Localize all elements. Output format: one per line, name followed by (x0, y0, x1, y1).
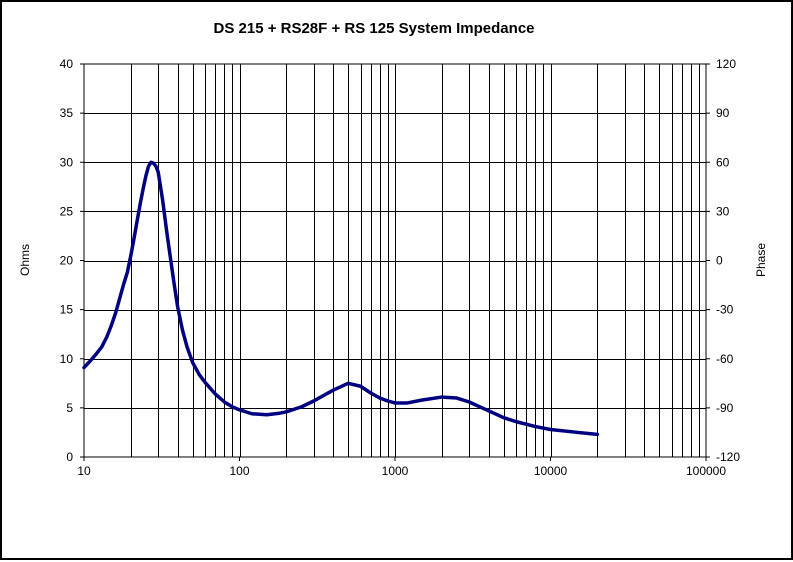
y-axis-left: 0 5 10 15 20 25 30 35 40 (60, 57, 84, 464)
y2-tick-label: -120 (716, 450, 740, 464)
y-tick-label: 5 (66, 401, 73, 415)
grid (84, 64, 706, 457)
series-layer (82, 160, 600, 437)
y-axis-title: Ohms (18, 244, 32, 276)
impedance-series-line (82, 160, 600, 437)
y-tick-label: 35 (60, 106, 74, 120)
y2-tick-label: 90 (716, 106, 730, 120)
y2-tick-label: -60 (716, 352, 734, 366)
x-tick-label: 10000 (534, 464, 568, 478)
y2-tick-label: -90 (716, 401, 734, 415)
y2-tick-label: -30 (716, 303, 734, 317)
x-axis: 10 100 1000 10000 100000 (77, 457, 726, 478)
y2-axis-title: Phase (754, 243, 768, 277)
chart-title: DS 215 + RS28F + RS 125 System Impedance (214, 20, 535, 37)
y2-tick-label: 120 (716, 57, 736, 71)
y-tick-label: 0 (66, 450, 73, 464)
x-tick-label: 1000 (382, 464, 409, 478)
x-tick-label: 100000 (686, 464, 726, 478)
y-tick-label: 20 (60, 254, 74, 268)
y-axis-right: -120 -90 -60 -30 0 30 60 90 120 (706, 57, 740, 464)
y-tick-label: 10 (60, 352, 74, 366)
y-tick-label: 40 (60, 57, 74, 71)
y-tick-label: 25 (60, 204, 74, 218)
y-tick-label: 30 (60, 155, 74, 169)
x-tick-label: 10 (77, 464, 91, 478)
y2-tick-label: 30 (716, 204, 730, 218)
y2-tick-label: 0 (716, 254, 723, 268)
x-tick-label: 100 (229, 464, 249, 478)
y-tick-label: 15 (60, 303, 74, 317)
y2-tick-label: 60 (716, 155, 730, 169)
